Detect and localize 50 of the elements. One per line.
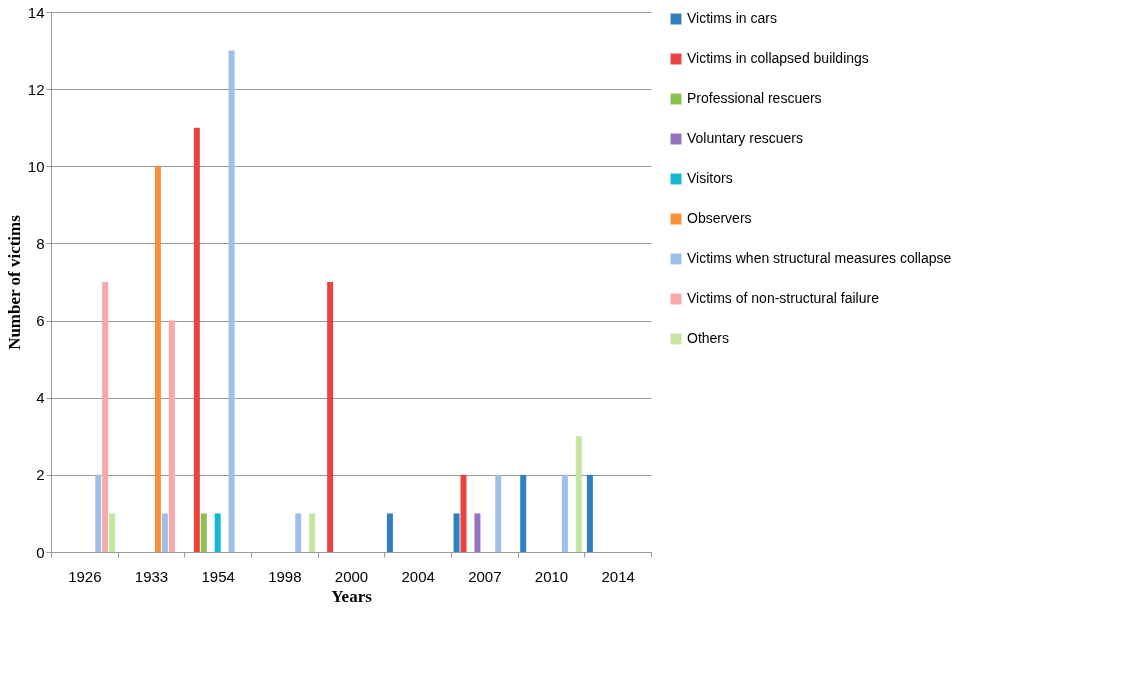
y-tick-label: 4 xyxy=(36,389,45,407)
x-tick-label: 2014 xyxy=(601,567,635,585)
bar xyxy=(474,513,481,552)
bar xyxy=(309,513,316,552)
legend-label: Observers xyxy=(687,210,752,226)
bar xyxy=(228,50,235,552)
bar xyxy=(586,474,593,552)
bar xyxy=(453,513,460,552)
x-tick-label: 2010 xyxy=(534,567,569,585)
bar xyxy=(154,166,161,552)
bar xyxy=(575,436,582,552)
bar xyxy=(386,513,393,552)
y-tick-label: 6 xyxy=(36,312,45,330)
x-tick-label: 1933 xyxy=(134,567,169,585)
y-tick-label: 14 xyxy=(27,3,45,21)
bar xyxy=(161,513,168,552)
bar xyxy=(295,513,302,552)
legend-label: Victims in cars xyxy=(687,10,777,26)
bar xyxy=(168,320,175,552)
bar xyxy=(109,513,116,552)
y-tick-label: 12 xyxy=(27,80,45,98)
x-tick-label: 1998 xyxy=(268,567,302,585)
x-tick-label: 2004 xyxy=(401,567,435,585)
legend-label: Professional rescuers xyxy=(687,90,822,106)
y-tick-label: 10 xyxy=(27,157,45,175)
x-axis-title: Years xyxy=(331,586,373,606)
bar xyxy=(327,282,334,552)
bar xyxy=(193,127,200,552)
legend-label: Victims when structural measures collapse xyxy=(687,250,952,266)
bar xyxy=(102,282,109,552)
legend-label: Others xyxy=(687,330,730,346)
y-tick-label: 2 xyxy=(36,466,45,484)
x-tick-label: 2007 xyxy=(468,567,502,585)
bar xyxy=(95,474,102,552)
y-tick-label: 8 xyxy=(36,234,45,252)
x-tick-label: 2000 xyxy=(334,567,369,585)
x-tick-label: 1926 xyxy=(68,567,102,585)
bar xyxy=(460,474,467,552)
bar xyxy=(200,513,207,552)
bar xyxy=(520,474,527,552)
legend-label: Visitors xyxy=(687,170,733,186)
y-axis-title: Number of victims xyxy=(4,214,24,350)
bar xyxy=(495,474,502,552)
legend-label: Victims of non-structural failure xyxy=(687,290,880,306)
bar xyxy=(561,474,568,552)
y-tick-label: 0 xyxy=(36,543,45,561)
bar xyxy=(214,513,221,552)
legend-label: Victims in collapsed buildings xyxy=(687,50,869,66)
x-tick-label: 1954 xyxy=(201,567,235,585)
legend-label: Voluntary rescuers xyxy=(687,130,803,146)
